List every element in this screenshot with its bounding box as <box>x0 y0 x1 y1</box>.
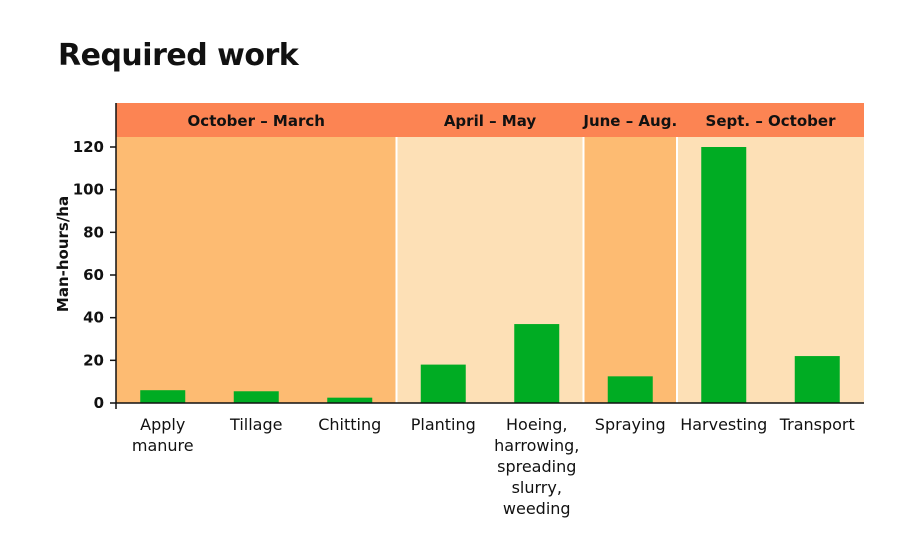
category-label: Spraying <box>595 415 666 434</box>
y-tick-label: 0 <box>94 394 104 412</box>
category-label: Tillage <box>229 415 282 434</box>
period-label: October – March <box>188 112 325 130</box>
period-header-band: October – March April – May June – Aug. Sep… <box>116 103 864 137</box>
y-axis-title: Man-hours/ha <box>54 196 72 312</box>
chart-title: Required work <box>58 38 299 73</box>
bar <box>514 324 560 403</box>
category-label: Apply manure <box>132 415 194 455</box>
period-label: June – Aug. <box>582 112 677 130</box>
axes <box>110 103 864 409</box>
category-label: Harvesting <box>680 415 767 434</box>
category-label: Planting <box>411 415 476 434</box>
y-tick-label: 120 <box>73 138 104 156</box>
period-label: Sept. – October <box>706 112 837 130</box>
bar <box>607 376 653 403</box>
category-label: Hoeing, harrowing, spreading slurry, weeding <box>494 415 579 518</box>
labels: 0 20 40 60 80 100 120 Apply manure Tillage Chittin… <box>73 138 855 518</box>
y-tick-label: 100 <box>73 181 104 199</box>
category-label: Chitting <box>318 415 381 434</box>
bar <box>794 356 840 403</box>
period-background <box>116 137 397 403</box>
period-background <box>583 137 677 403</box>
bars <box>140 147 840 403</box>
y-tick-label: 80 <box>83 223 104 241</box>
bar <box>327 397 373 403</box>
bar <box>233 391 279 403</box>
period-backgrounds <box>116 103 864 403</box>
y-tick-label: 60 <box>83 266 104 284</box>
category-label: Transport <box>779 415 855 434</box>
period-label: April – May <box>444 112 537 130</box>
bar <box>701 147 747 403</box>
header-band <box>116 103 864 137</box>
y-tick-label: 40 <box>83 309 104 327</box>
bar <box>420 364 466 403</box>
bar <box>140 390 186 403</box>
y-tick-label: 20 <box>83 351 104 369</box>
